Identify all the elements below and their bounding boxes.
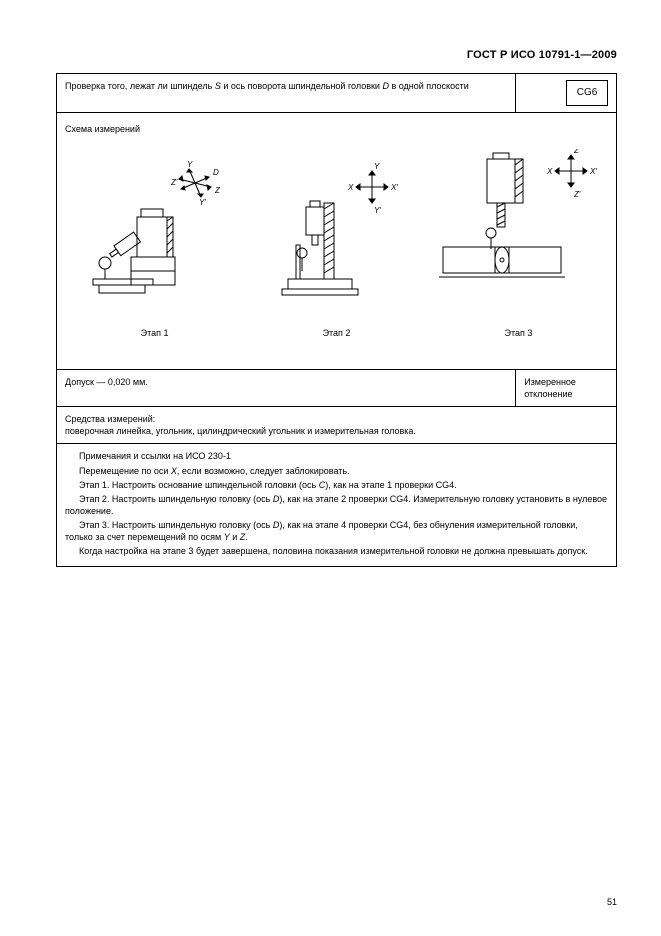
diagram-label: Схема измерений [65, 123, 608, 135]
svg-text:Y: Y [374, 162, 380, 171]
svg-text:Y': Y' [374, 206, 381, 215]
svg-text:D: D [213, 168, 219, 177]
note-line-2: Этап 1. Настроить основание шпиндельной … [65, 479, 608, 491]
code-cell: CG6 [516, 73, 617, 112]
note-line-1: Перемещение по оси X, если возможно, сле… [65, 465, 608, 477]
stage-1-svg: Y D Z' Z Y' [75, 159, 235, 319]
svg-text:X: X [347, 183, 354, 192]
stage-2-svg: X X' Y Y' [262, 159, 412, 319]
code-box: CG6 [566, 80, 608, 106]
title-text: Проверка того, лежат ли шпиндель S и ось… [65, 81, 469, 91]
note-line-3: Этап 2. Настроить шпиндельную головку (о… [65, 493, 608, 517]
stage-1-caption: Этап 1 [141, 327, 169, 339]
stage-2-caption: Этап 2 [323, 327, 351, 339]
svg-text:X': X' [589, 167, 597, 176]
instruments-body: поверочная линейка, угольник, цилиндриче… [65, 425, 608, 437]
main-table: Проверка того, лежат ли шпиндель S и ось… [56, 73, 617, 567]
notes-heading: Примечания и ссылки на ИСО 230-1 [65, 450, 608, 462]
note-line-5: Когда настройка на этапе 3 будет заверше… [65, 545, 608, 557]
svg-text:Y: Y [187, 160, 193, 169]
stage-3-caption: Этап 3 [504, 327, 532, 339]
svg-text:X: X [546, 167, 553, 176]
document-header: ГОСТ Р ИСО 10791-1—2009 [56, 48, 617, 63]
svg-text:Z: Z [214, 186, 221, 195]
svg-text:Y': Y' [199, 198, 206, 207]
diagram-cell: Схема измерений [57, 112, 617, 369]
measured-deviation-cell: Измеренное отклонение [516, 369, 617, 406]
instruments-title: Средства измерений: [65, 413, 608, 425]
tolerance-cell: Допуск — 0,020 мм. [57, 369, 516, 406]
stage-1: Y D Z' Z Y' [69, 159, 240, 339]
note-line-4: Этап 3. Настроить шпиндельную головку (о… [65, 519, 608, 543]
stage-3-svg: X X' Z Z' [433, 149, 603, 319]
svg-text:Z': Z' [573, 190, 581, 199]
svg-text:Z': Z' [170, 178, 178, 187]
stage-3: X X' Z Z' [433, 149, 604, 339]
diagram-area: Y D Z' Z Y' [65, 139, 608, 339]
svg-text:Z: Z [573, 149, 580, 155]
instruments-cell: Средства измерений: поверочная линейка, … [57, 407, 617, 444]
notes-cell: Примечания и ссылки на ИСО 230-1 Перемещ… [57, 444, 617, 566]
check-title-cell: Проверка того, лежат ли шпиндель S и ось… [57, 73, 516, 112]
page-number: 51 [607, 896, 617, 908]
stage-2: X X' Y Y' [251, 159, 422, 339]
svg-text:X': X' [390, 183, 398, 192]
